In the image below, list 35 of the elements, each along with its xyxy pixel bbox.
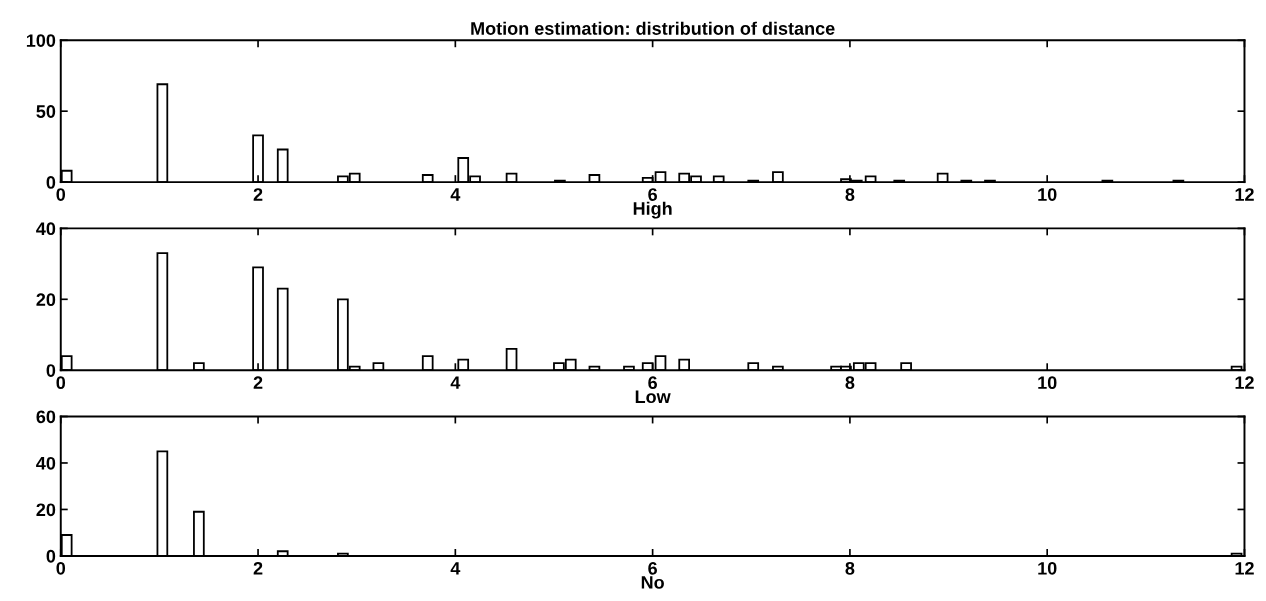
- x-tick-label: 6: [648, 376, 657, 390]
- y-tick-label: 40: [36, 222, 56, 236]
- y-tick-label: 20: [36, 503, 56, 517]
- y-tick-label: 0: [46, 176, 56, 189]
- x-axis-title: No: [641, 576, 664, 589]
- x-tick-label: 0: [56, 561, 66, 575]
- x-tick-label: 12: [1235, 561, 1254, 575]
- x-tick-label: 6: [648, 188, 657, 201]
- x-tick-label: 10: [1038, 376, 1057, 390]
- y-tick-label: 100: [26, 34, 56, 47]
- y-tick-label: 0: [46, 364, 56, 377]
- x-tick-label: 8: [845, 376, 855, 390]
- x-tick-label: 10: [1038, 561, 1057, 575]
- x-tick-label: 8: [845, 561, 855, 575]
- y-tick-label: 20: [36, 293, 56, 307]
- y-tick-label: 0: [46, 549, 56, 563]
- x-tick-label: 2: [253, 188, 263, 201]
- x-tick-label: 2: [253, 561, 263, 575]
- x-tick-label: 4: [450, 376, 461, 389]
- x-tick-label: 12: [1235, 188, 1254, 201]
- x-tick-label: 12: [1235, 376, 1254, 389]
- x-axis-title: Low: [635, 390, 671, 404]
- x-tick-label: 4: [450, 562, 461, 575]
- x-axis-title: High: [633, 201, 672, 219]
- x-tick-label: 10: [1038, 188, 1057, 201]
- x-tick-label: 0: [56, 188, 66, 201]
- y-tick-label: 40: [36, 456, 56, 470]
- y-tick-label: 60: [36, 410, 56, 424]
- x-tick-label: 6: [648, 561, 657, 575]
- x-tick-label: 4: [450, 188, 461, 201]
- x-tick-label: 2: [253, 376, 263, 389]
- x-tick-label: 0: [56, 376, 66, 390]
- chart-title: Motion estimation: distribution of distance: [471, 21, 835, 35]
- y-tick-label: 50: [36, 105, 56, 118]
- x-tick-label: 8: [845, 188, 855, 201]
